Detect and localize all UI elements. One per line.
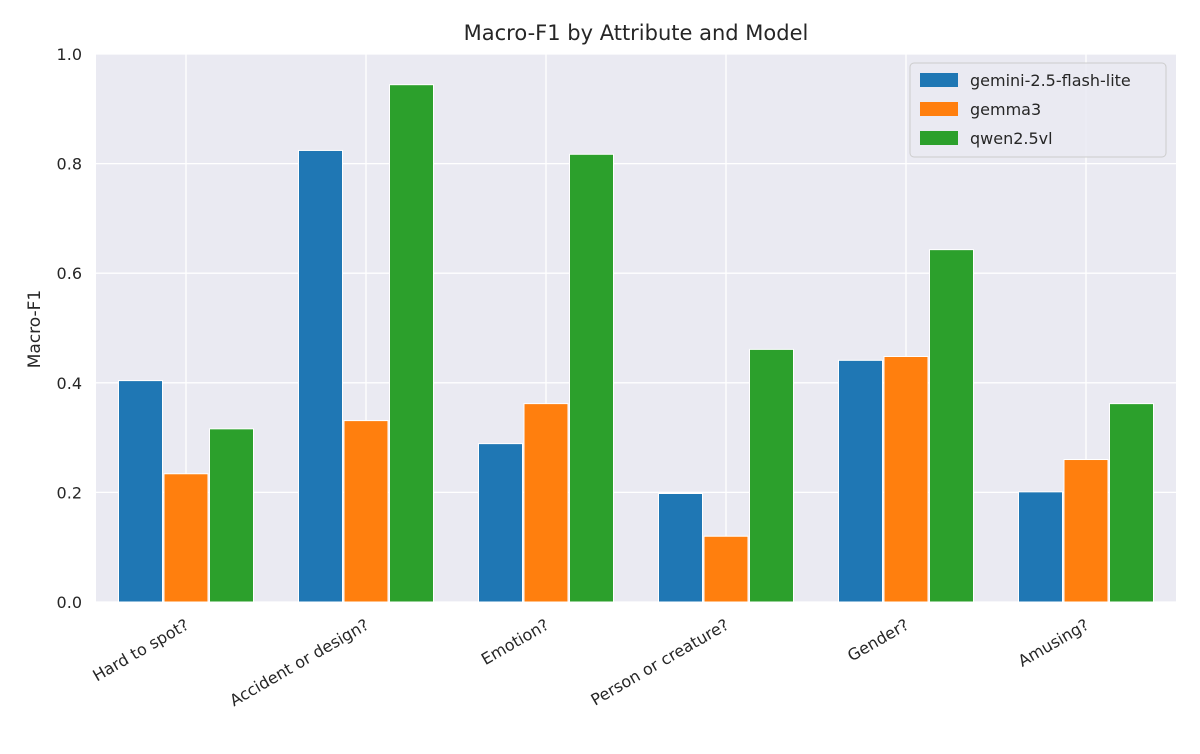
legend-box <box>909 62 1167 158</box>
bar-gemma3 <box>883 355 929 603</box>
y-tick-label: 0.2 <box>57 483 82 502</box>
bar-gemma3 <box>1063 459 1109 603</box>
y-tick-label: 1.0 <box>57 45 82 64</box>
bar-qwen2-5vl <box>209 428 254 603</box>
y-tick-label: 0.6 <box>57 264 82 283</box>
bar-qwen2-5vl <box>569 153 614 603</box>
bar-qwen2-5vl <box>389 84 434 603</box>
y-tick-label: 0.4 <box>57 374 82 393</box>
bar-gemma3 <box>343 420 389 603</box>
legend-swatch <box>920 73 958 87</box>
bar-gemma3 <box>703 535 749 603</box>
x-tick-label: Hard to spot? <box>89 615 192 685</box>
x-tick-label: Amusing? <box>1015 615 1092 671</box>
legend-label: gemma3 <box>970 100 1041 119</box>
legend-swatch <box>920 102 958 116</box>
bar-gemini-2-5-flash-lite <box>298 149 343 603</box>
bar-gemini-2-5-flash-lite <box>838 359 883 603</box>
legend-label: qwen2.5vl <box>970 129 1053 148</box>
x-tick-label: Gender? <box>844 615 912 665</box>
bar-gemma3 <box>523 403 569 603</box>
bar-gemini-2-5-flash-lite <box>1018 491 1063 603</box>
x-tick-label: Accident or design? <box>226 615 372 710</box>
bar-gemini-2-5-flash-lite <box>118 380 163 603</box>
bar-qwen2-5vl <box>749 348 794 603</box>
legend: gemini-2.5-flash-lite gemma3 qwen2.5vl <box>909 62 1167 158</box>
bar-qwen2-5vl <box>929 249 974 603</box>
y-axis-label: Macro-F1 <box>25 290 45 369</box>
x-tick-label: Emotion? <box>478 615 552 669</box>
bar-gemini-2-5-flash-lite <box>478 443 523 603</box>
legend-swatch <box>920 131 958 145</box>
bar-gemma3 <box>163 473 209 603</box>
chart-title: Macro-F1 by Attribute and Model <box>464 21 809 45</box>
x-tick-label: Person or creature? <box>587 615 732 709</box>
y-tick-label: 0.8 <box>57 155 82 174</box>
bar-gemini-2-5-flash-lite <box>658 492 703 603</box>
y-tick-label: 0.0 <box>57 593 82 612</box>
bar-qwen2-5vl <box>1109 403 1154 603</box>
legend-label: gemini-2.5-flash-lite <box>970 71 1131 90</box>
